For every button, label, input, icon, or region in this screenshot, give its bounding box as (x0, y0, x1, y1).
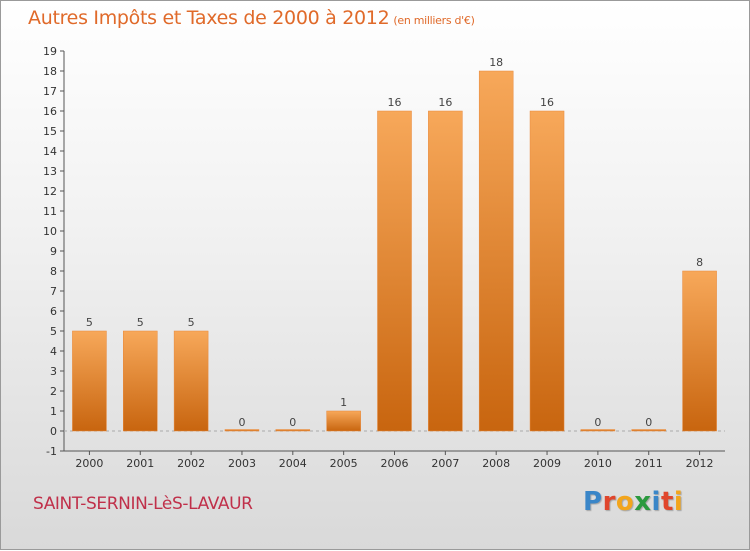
bar (529, 110, 565, 432)
x-tick-label: 2002 (177, 457, 205, 470)
bar (428, 110, 463, 432)
data-label: 1 (340, 396, 347, 409)
y-tick-label: 15 (43, 125, 57, 138)
commune-name: SAINT-SERNIN-LèS-LAVAUR (33, 494, 253, 514)
x-tick-label: 2011 (635, 457, 663, 470)
data-labels: 5 5 5 0 0 1 16 16 18 16 0 0 8 (86, 56, 703, 429)
bar (682, 270, 717, 432)
logo-letter: x (634, 487, 652, 517)
chart-title: Autres Impôts et Taxes de 2000 à 2012 (en… (28, 7, 475, 29)
data-label: 16 (438, 96, 452, 109)
unit-label: (en milliers d'€) (393, 14, 475, 27)
x-tick-labels: 2000 2001 2002 2003 2004 2005 2006 2007 2008 2009… (75, 457, 713, 470)
y-tick-label: 14 (43, 145, 57, 158)
y-tick-label: 13 (43, 165, 57, 178)
bar (224, 429, 260, 432)
data-label: 5 (86, 316, 93, 329)
bars (72, 70, 717, 432)
bar (326, 410, 361, 432)
logo-letter: o (615, 487, 635, 517)
logo-letter: P (583, 487, 603, 517)
y-tick-label: 4 (50, 345, 57, 358)
y-tick-label: 10 (43, 225, 57, 238)
y-tick-label: 5 (50, 325, 57, 338)
y-tick-label: 7 (50, 285, 57, 298)
data-label: 0 (645, 416, 652, 429)
y-tick-label: 2 (50, 385, 57, 398)
y-tick-label: 12 (43, 185, 57, 198)
bar (478, 70, 514, 432)
x-tick-label: 2008 (482, 457, 510, 470)
x-tick-label: 2012 (686, 457, 714, 470)
x-tick-label: 2000 (75, 457, 103, 470)
x-tick-label: 2006 (381, 457, 409, 470)
data-label: 0 (238, 416, 245, 429)
bar (173, 330, 209, 432)
data-label: 0 (289, 416, 296, 429)
logo-letter: i (673, 487, 684, 517)
y-tick-label: 9 (50, 245, 57, 258)
bar (377, 110, 412, 432)
x-tick-label: 2001 (126, 457, 154, 470)
data-label: 16 (388, 96, 402, 109)
x-tick-label: 2003 (228, 457, 256, 470)
x-tick-label: 2007 (431, 457, 459, 470)
y-tick-label: 8 (50, 265, 57, 278)
bar (123, 330, 158, 432)
logo-letter: r (602, 487, 616, 517)
y-tick-label: 19 (43, 45, 57, 58)
bar (275, 429, 311, 432)
data-label: 5 (188, 316, 195, 329)
data-label: 0 (594, 416, 601, 429)
logo-letter: i (651, 487, 661, 517)
x-tick-label: 2010 (584, 457, 612, 470)
x-tick-label: 2005 (330, 457, 358, 470)
y-tick-label: 3 (50, 365, 57, 378)
y-tick-label: 16 (43, 105, 57, 118)
data-label: 18 (489, 56, 503, 69)
chart-title-text: Autres Impôts et Taxes de 2000 à 2012 (28, 7, 390, 29)
data-label: 8 (696, 256, 703, 269)
y-tick-label: 6 (50, 305, 57, 318)
y-tick-label: 17 (43, 85, 57, 98)
logo-letter: t (660, 487, 674, 517)
bar (72, 330, 107, 432)
bar (631, 429, 666, 432)
y-tick-label: 1 (50, 405, 57, 418)
x-tick-label: 2004 (279, 457, 307, 470)
bar (580, 429, 616, 432)
data-label: 5 (137, 316, 144, 329)
y-tick-label: -1 (46, 445, 57, 458)
proxiti-logo: Proxiti (583, 487, 683, 517)
data-label: 16 (540, 96, 554, 109)
y-tick-label: 0 (50, 425, 57, 438)
y-tick-label: 18 (43, 65, 57, 78)
x-tick-label: 2009 (533, 457, 561, 470)
y-tick-label: 11 (43, 205, 57, 218)
